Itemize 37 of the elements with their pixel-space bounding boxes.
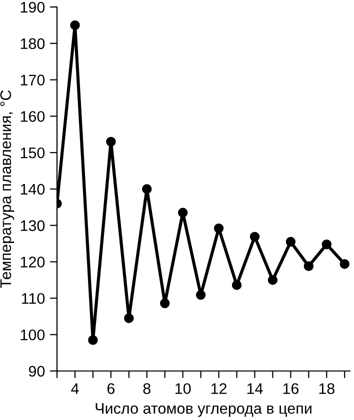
point [106, 136, 116, 147]
point [124, 313, 134, 324]
y-tick-label: 140 [20, 184, 45, 195]
x-tick-label: 8 [143, 383, 150, 394]
point [214, 223, 224, 234]
point [160, 298, 170, 308]
x-axis-title: Число атомов углерода в цепи [96, 403, 312, 417]
point [268, 275, 278, 285]
point [322, 239, 332, 250]
y-tick-label: 120 [20, 256, 45, 268]
x-tick-label: 14 [247, 383, 263, 394]
y-tick-label: 160 [20, 111, 45, 122]
y-tick-label: 90 [28, 366, 45, 377]
x-tick-label: 4 [71, 383, 79, 394]
point [232, 280, 242, 290]
y-axis-title: Температура плавления, °C [0, 90, 14, 288]
y-tick-label: 190 [20, 2, 45, 13]
point [304, 261, 314, 272]
x-tick-label: 6 [107, 383, 115, 394]
point [70, 20, 80, 30]
x-tick-label: 10 [175, 383, 191, 394]
x-tick-label: 18 [319, 383, 334, 394]
point [196, 290, 206, 300]
y-tick-label: 170 [20, 74, 45, 86]
point [340, 259, 350, 269]
x-tick-label: 12 [211, 383, 227, 394]
y-tick-label: 150 [20, 147, 45, 158]
y-tick-label: 110 [22, 293, 45, 304]
y-tick-label: 100 [20, 329, 45, 340]
point [88, 335, 98, 345]
y-tick-label: 130 [20, 220, 45, 232]
y-tick-label: 180 [20, 38, 45, 50]
point [250, 232, 260, 242]
point [178, 208, 188, 218]
point [286, 236, 296, 247]
point [142, 184, 152, 194]
x-tick-label: 16 [283, 383, 299, 394]
